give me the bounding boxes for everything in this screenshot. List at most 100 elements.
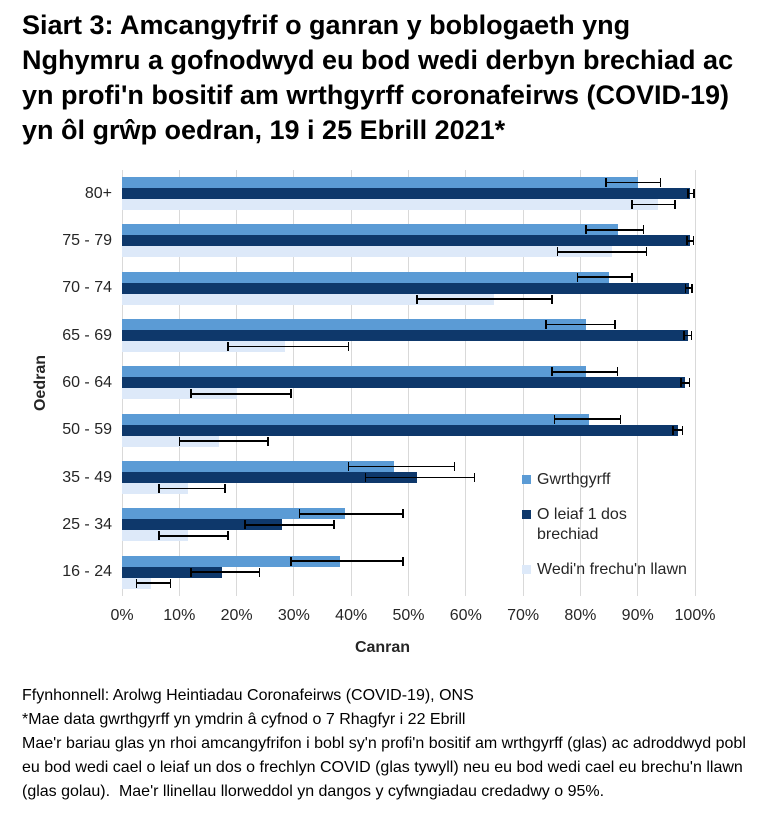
error-bar-line <box>190 571 260 573</box>
error-bar-cap-low <box>687 189 689 198</box>
error-bar-cap-low <box>605 178 607 187</box>
error-bar-line <box>159 487 226 490</box>
error-bar-cap-high <box>473 473 476 482</box>
error-bar-cap-high <box>614 320 616 329</box>
bar-75-79-series3 <box>122 246 612 258</box>
x-tick-label-10: 10% <box>163 607 196 624</box>
x-axis-title: Canran <box>354 639 411 656</box>
error-bar-cap-low <box>158 531 160 541</box>
bar-group-25-34 <box>122 501 695 548</box>
x-tick-label-40: 40% <box>335 607 368 624</box>
bar-16-24-series2 <box>122 566 223 578</box>
x-tick-label-90: 90% <box>621 607 654 624</box>
error-bar-cap-low <box>178 436 181 446</box>
error-bar-cap-high <box>681 425 684 435</box>
bar-group-60-64 <box>122 359 695 406</box>
legend-label: Gwrthgyrff <box>537 471 611 488</box>
bar-60-64-series2 <box>122 377 686 389</box>
error-bar-line <box>179 440 269 442</box>
error-bar-cap-high <box>267 436 269 446</box>
bar-60-64-series1 <box>122 366 587 378</box>
bar-80+-series2 <box>122 188 691 199</box>
error-bar-cap-high <box>227 531 229 541</box>
y-axis-category-labels: 80+ 75 - 79 70 - 74 65 - 69 60 - 64 50 - 59 35… <box>0 170 112 596</box>
error-bar-cap-high <box>290 389 292 399</box>
bar-70-74-series3 <box>122 293 495 305</box>
category-label-80+: 80+ <box>84 184 112 202</box>
bar-group-16-24 <box>122 549 695 596</box>
legend: Gwrthgyrff O leiaf 1 dos brechiad Wedi'n fr… <box>522 470 687 580</box>
error-bar-cap-low <box>684 283 686 293</box>
bar-80+-series3 <box>122 199 658 210</box>
error-bar-cap-high <box>674 200 676 209</box>
bar-group-50-59 <box>122 407 695 454</box>
bar-group-80+ <box>122 170 695 217</box>
error-bar-line <box>673 429 683 431</box>
error-bar-cap-low <box>135 578 138 588</box>
error-bar-line <box>228 345 349 348</box>
error-bar-line <box>417 298 552 300</box>
error-bar-cap-low <box>545 320 547 329</box>
category-label-70-74: 70 - 74 <box>62 279 112 297</box>
category-label-50-59: 50 - 59 <box>62 421 112 439</box>
bar-25-34-series2 <box>122 519 283 531</box>
y-axis-title: Oedran <box>32 354 49 412</box>
error-bar-line <box>159 535 228 537</box>
error-bar-line <box>136 582 171 584</box>
error-bar-cap-high <box>691 283 693 293</box>
error-bar-line <box>685 287 693 289</box>
x-tick-label-50: 50% <box>392 607 425 624</box>
error-bar-cap-high <box>688 378 691 388</box>
category-label-60-64: 60 - 64 <box>62 373 112 391</box>
asterisk-note: *Mae data gwrthgyrff yn ymdrin â cyfnod … <box>22 711 466 728</box>
error-bar-cap-high <box>616 367 619 377</box>
gridline-100 <box>694 170 696 596</box>
legend-swatch-icon <box>522 510 531 519</box>
category-label-35-49: 35 - 49 <box>62 468 112 486</box>
footnotes: Ffynhonnell: Arolwg Heintiadau Coronafei… <box>22 684 760 804</box>
bar-50-59-series2 <box>122 424 678 436</box>
legend-swatch-icon <box>522 475 531 484</box>
chart-title: Siart 3: Amcangyfrif o ganran y boblogae… <box>22 10 734 145</box>
error-bar-cap-low <box>680 378 682 388</box>
error-bar-cap-low <box>556 247 559 257</box>
x-tick-label-70: 70% <box>507 607 540 624</box>
error-bar-cap-high <box>690 331 693 340</box>
bar-25-34-series3 <box>122 530 188 542</box>
bar-50-59-series1 <box>122 413 589 425</box>
bar-65-69-series2 <box>122 330 689 341</box>
bar-25-34-series1 <box>122 508 346 520</box>
bar-group-65-69 <box>122 312 695 359</box>
error-bar-cap-high <box>402 509 404 519</box>
bar-80+-series1 <box>122 177 638 188</box>
bar-35-49-series1 <box>122 461 395 472</box>
source-line: Ffynhonnell: Arolwg Heintiadau Coronafei… <box>22 687 474 704</box>
error-bar-cap-low <box>227 342 229 351</box>
error-bar-line <box>686 240 694 242</box>
error-bar-cap-high <box>333 520 335 530</box>
legend-item-1: Gwrthgyrff <box>522 470 687 490</box>
error-bar-cap-low <box>683 331 685 340</box>
bar-75-79-series2 <box>122 235 690 247</box>
error-bar-cap-high <box>642 225 645 235</box>
bar-70-74-series1 <box>122 271 610 283</box>
error-bar-cap-high <box>224 484 226 493</box>
error-bar-line <box>688 192 694 195</box>
category-label-25-34: 25 - 34 <box>62 515 112 533</box>
description-note: Mae'r bariau glas yn rhoi amcangyfrifon … <box>22 735 751 800</box>
error-bar-cap-low <box>244 520 246 530</box>
bar-group-70-74 <box>122 265 695 312</box>
error-bar-cap-low <box>585 225 587 235</box>
error-bar-line <box>299 513 403 515</box>
bar-50-59-series3 <box>122 435 220 447</box>
error-bar-cap-low <box>364 473 367 482</box>
error-bar-line <box>546 323 615 326</box>
error-bar-cap-low <box>631 200 633 209</box>
error-bar-line <box>365 476 475 479</box>
bar-65-69-series1 <box>122 319 587 330</box>
category-label-75-79: 75 - 79 <box>62 231 112 249</box>
error-bar-cap-low <box>190 389 192 399</box>
error-bar-line <box>348 465 455 468</box>
error-bar-cap-low <box>553 414 556 424</box>
